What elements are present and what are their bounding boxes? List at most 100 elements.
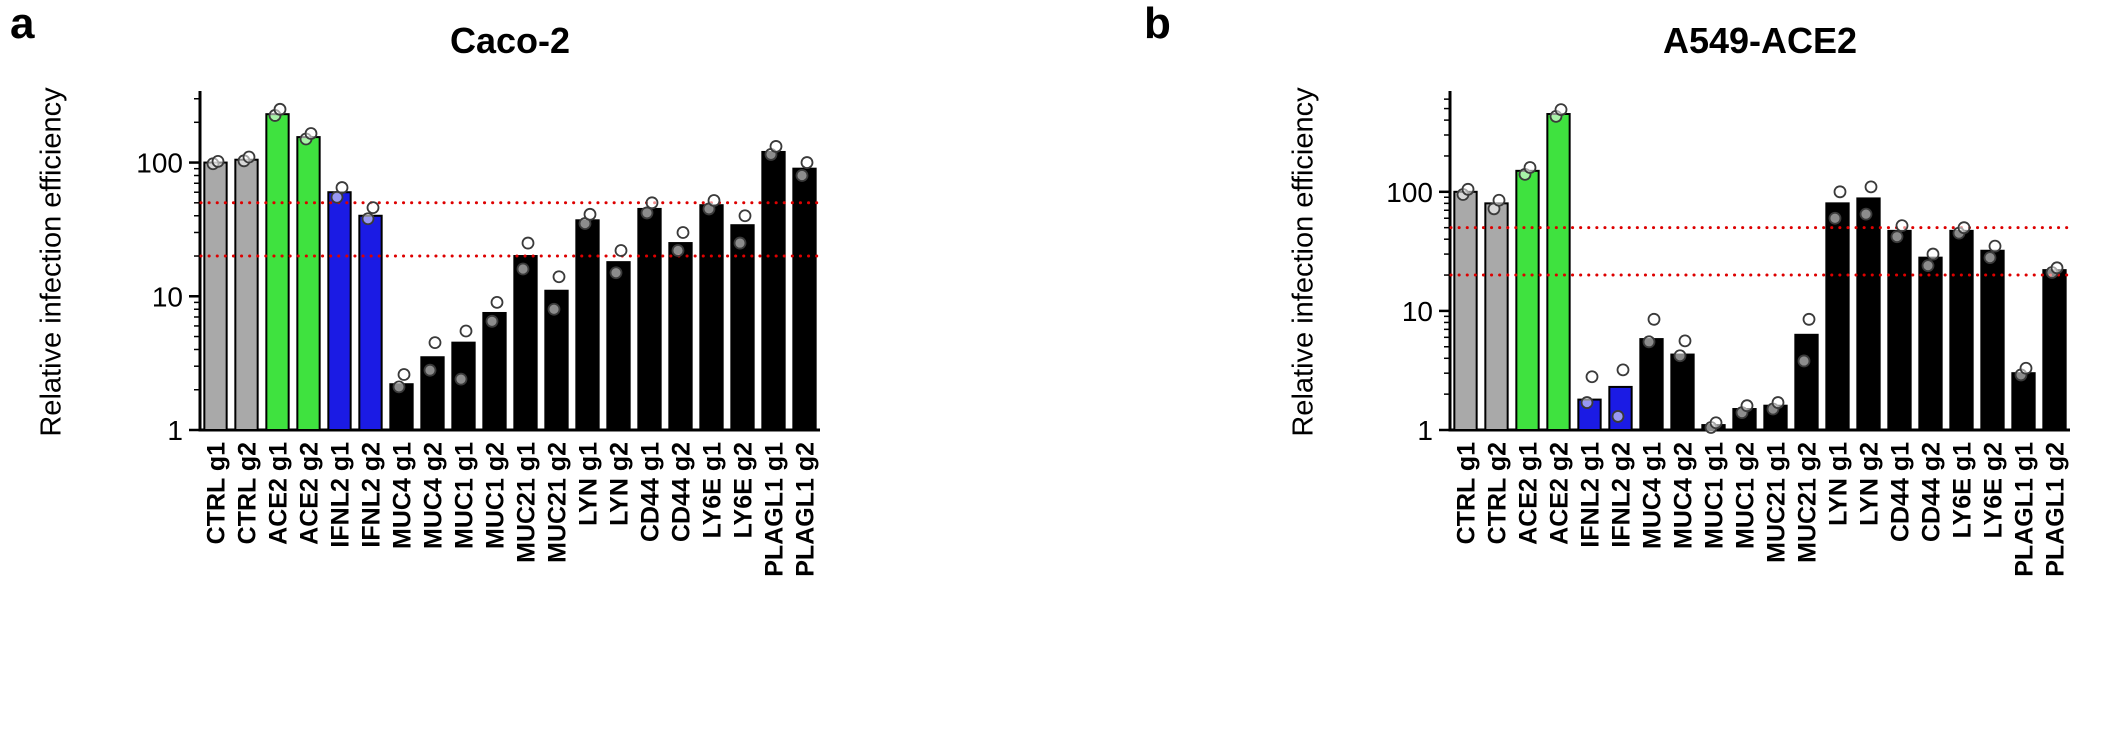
- bar-lyn-g2: [1856, 197, 1881, 431]
- y-tick-label: 100: [1386, 177, 1433, 208]
- panel-b-letter: b: [1144, 0, 1171, 48]
- bar-muc1-g1: [451, 341, 476, 432]
- data-point-ly6e-g2: [733, 236, 747, 250]
- bar-ace2-g2: [296, 136, 321, 431]
- panel-a-letter: a: [10, 0, 35, 48]
- data-point-lyn-g2: [1864, 180, 1878, 194]
- data-point-ace2-g1: [273, 102, 287, 116]
- bar-ly6e-g2: [730, 224, 755, 431]
- bar-ctrl-g2: [234, 158, 259, 431]
- data-point-ifnl2-g1: [1585, 370, 1599, 384]
- x-tick-label: MUC1 g2: [482, 442, 510, 549]
- x-tick-label: MUC21 g1: [1763, 442, 1791, 563]
- bar-muc4-g2: [1670, 353, 1695, 431]
- data-point-muc4-g1: [1647, 312, 1661, 326]
- data-point-cd44-g1: [1895, 219, 1909, 233]
- bar-ctrl-g2: [1484, 202, 1509, 431]
- x-tick-label: MUC4 g1: [389, 442, 417, 549]
- data-point-cd44-g2: [1921, 259, 1935, 273]
- data-point-muc1-g1: [459, 324, 473, 338]
- x-tick-label: IFNL2 g2: [1608, 442, 1636, 548]
- data-point-muc21-g1: [1771, 396, 1785, 409]
- data-point-lyn-g1: [1828, 211, 1842, 225]
- bar-ace2-g1: [265, 113, 290, 432]
- data-point-muc21-g1: [516, 262, 530, 276]
- x-tick-label: CD44 g2: [1918, 442, 1946, 542]
- data-point-muc21-g2: [547, 302, 561, 316]
- data-point-muc21-g1: [521, 236, 535, 250]
- bar-cd44-g2: [668, 242, 693, 431]
- data-point-plagl1-g2: [2050, 261, 2064, 275]
- data-point-ly6e-g2: [1988, 239, 2002, 253]
- data-point-lyn-g1: [1833, 185, 1847, 199]
- bar-ace2-g1: [1515, 169, 1540, 432]
- bar-plagl1-g2: [792, 167, 817, 432]
- data-point-ifnl2-g1: [330, 190, 344, 204]
- data-point-muc4-g1: [392, 380, 406, 394]
- x-tick-label: LYN g1: [575, 442, 603, 526]
- bar-ly6e-g2: [1980, 249, 2005, 431]
- x-tick-label: CTRL g1: [203, 442, 231, 544]
- panel-b: b A549-ACE2 Relative infection efficienc…: [1060, 0, 2120, 735]
- y-tick-label: 1: [1417, 415, 1433, 446]
- data-point-muc1-g2: [1740, 399, 1754, 413]
- data-point-plagl1-g2: [800, 156, 814, 169]
- data-point-cd44-g2: [1926, 247, 1940, 261]
- data-point-ifnl2-g2: [1616, 363, 1630, 377]
- data-point-lyn-g2: [609, 266, 623, 280]
- data-point-cd44-g2: [671, 244, 685, 257]
- data-point-cd44-g1: [640, 206, 654, 220]
- data-point-plagl1-g1: [2019, 361, 2033, 375]
- data-point-ctrl-g2: [1492, 193, 1506, 207]
- x-tick-label: ACE2 g1: [1515, 442, 1543, 545]
- x-tick-label: PLAGL1 g2: [2042, 442, 2070, 577]
- x-tick-label: LY6E g1: [1949, 442, 1977, 538]
- bar-muc21-g2: [544, 289, 569, 432]
- bar-cd44-g1: [1887, 229, 1912, 431]
- x-tick-label: LYN g2: [1856, 442, 1884, 526]
- x-tick-label: LY6E g2: [730, 442, 758, 538]
- x-tick-label: ACE2 g1: [265, 442, 293, 545]
- data-point-ifnl2-g2: [1611, 410, 1625, 423]
- data-point-ifnl2-g1: [335, 181, 349, 194]
- x-tick-label: MUC21 g1: [513, 442, 541, 563]
- y-tick-label: 100: [136, 148, 183, 179]
- x-tick-label: ACE2 g2: [1546, 442, 1574, 545]
- data-point-muc4-g2: [428, 336, 442, 350]
- bar-lyn-g1: [575, 219, 600, 431]
- x-tick-label: PLAGL1 g1: [2011, 442, 2039, 577]
- data-point-cd44-g2: [676, 226, 690, 239]
- y-tick-label: 1: [167, 415, 183, 446]
- data-point-lyn-g2: [614, 244, 628, 257]
- bar-lyn-g2: [606, 261, 631, 431]
- data-point-ace2-g2: [304, 127, 318, 140]
- data-point-muc1-g2: [490, 295, 504, 309]
- bar-muc1-g2: [482, 311, 507, 432]
- data-point-ctrl-g1: [211, 155, 225, 168]
- bar-ly6e-g1: [1949, 229, 1974, 431]
- bar-ifnl2-g1: [327, 191, 352, 431]
- data-point-muc4-g2: [423, 363, 437, 377]
- bar-plagl1-g2: [2042, 269, 2067, 431]
- bar-muc4-g1: [1639, 338, 1664, 431]
- bar-cd44-g1: [637, 207, 662, 431]
- x-tick-label: LYN g2: [606, 442, 634, 526]
- data-point-muc4-g2: [1673, 349, 1687, 363]
- x-tick-label: CD44 g1: [637, 442, 665, 542]
- x-tick-label: ACE2 g2: [296, 442, 324, 545]
- x-tick-label: MUC1 g2: [1732, 442, 1760, 549]
- y-tick-label: 10: [152, 281, 183, 312]
- data-point-ifnl2-g2: [366, 201, 380, 215]
- bar-cd44-g2: [1918, 256, 1943, 432]
- x-tick-label: IFNL2 g1: [1577, 442, 1605, 548]
- x-tick-label: MUC1 g1: [451, 442, 479, 549]
- y-tick-label: 10: [1402, 296, 1433, 327]
- x-tick-label: CD44 g2: [668, 442, 696, 542]
- data-point-ifnl2-g2: [361, 212, 375, 226]
- x-tick-label: IFNL2 g2: [358, 442, 386, 548]
- x-tick-label: PLAGL1 g1: [761, 442, 789, 577]
- data-point-ly6e-g1: [1957, 221, 1971, 235]
- data-point-muc1-g1: [1709, 416, 1723, 430]
- data-point-ctrl-g2: [242, 150, 256, 164]
